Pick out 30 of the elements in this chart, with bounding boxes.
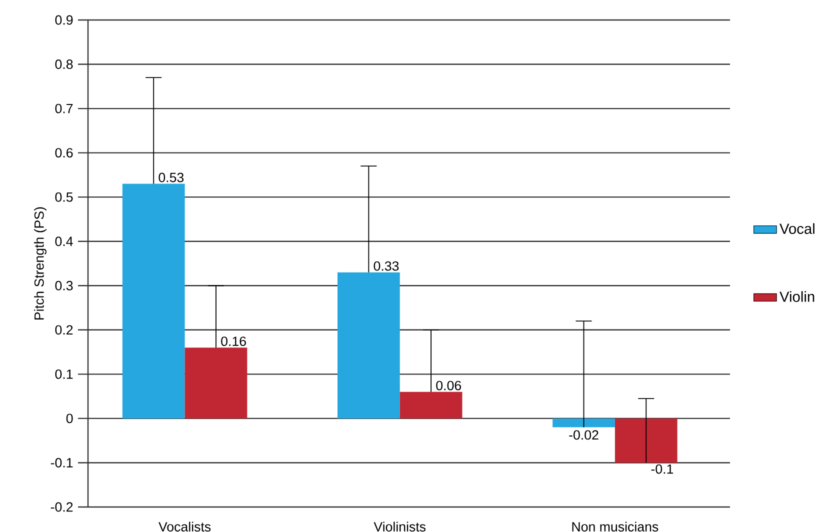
data-label: 0.06 [436,380,462,390]
y-axis-title: Pitch Strength (PS) [34,207,46,320]
y-tick-label: 0.1 [55,369,73,379]
y-tick-label: 0.7 [55,104,73,114]
y-tick-label: 0.2 [55,325,73,335]
bar [400,392,462,418]
data-label: 0.33 [374,261,399,271]
bar [184,348,248,418]
y-tick-label: 0.4 [55,236,73,246]
bar [552,418,615,428]
bar [122,184,185,418]
y-tick-label: -0.2 [50,502,73,512]
y-tick-label: 0.3 [55,280,73,290]
data-label: 0.16 [221,336,246,346]
y-tick-label: 0.6 [55,148,73,158]
x-tick-label: Vocalists [158,522,211,532]
y-tick-label: 0.8 [55,60,73,69]
legend-label: Vocal [780,223,814,234]
x-tick-label: Non musicians [572,522,658,532]
x-tick-label: Violinists [374,522,426,532]
y-tick-label: 0 [66,414,73,424]
bar [614,418,678,463]
y-tick-label: 0.9 [55,15,73,25]
y-tick-label: -0.1 [50,458,73,468]
bar [337,272,400,418]
legend-label: Violin [780,291,814,302]
y-tick-label: 0.5 [55,192,73,202]
data-label: -0.02 [569,430,598,440]
data-label: -0.1 [651,464,674,474]
data-label: 0.53 [158,172,184,182]
